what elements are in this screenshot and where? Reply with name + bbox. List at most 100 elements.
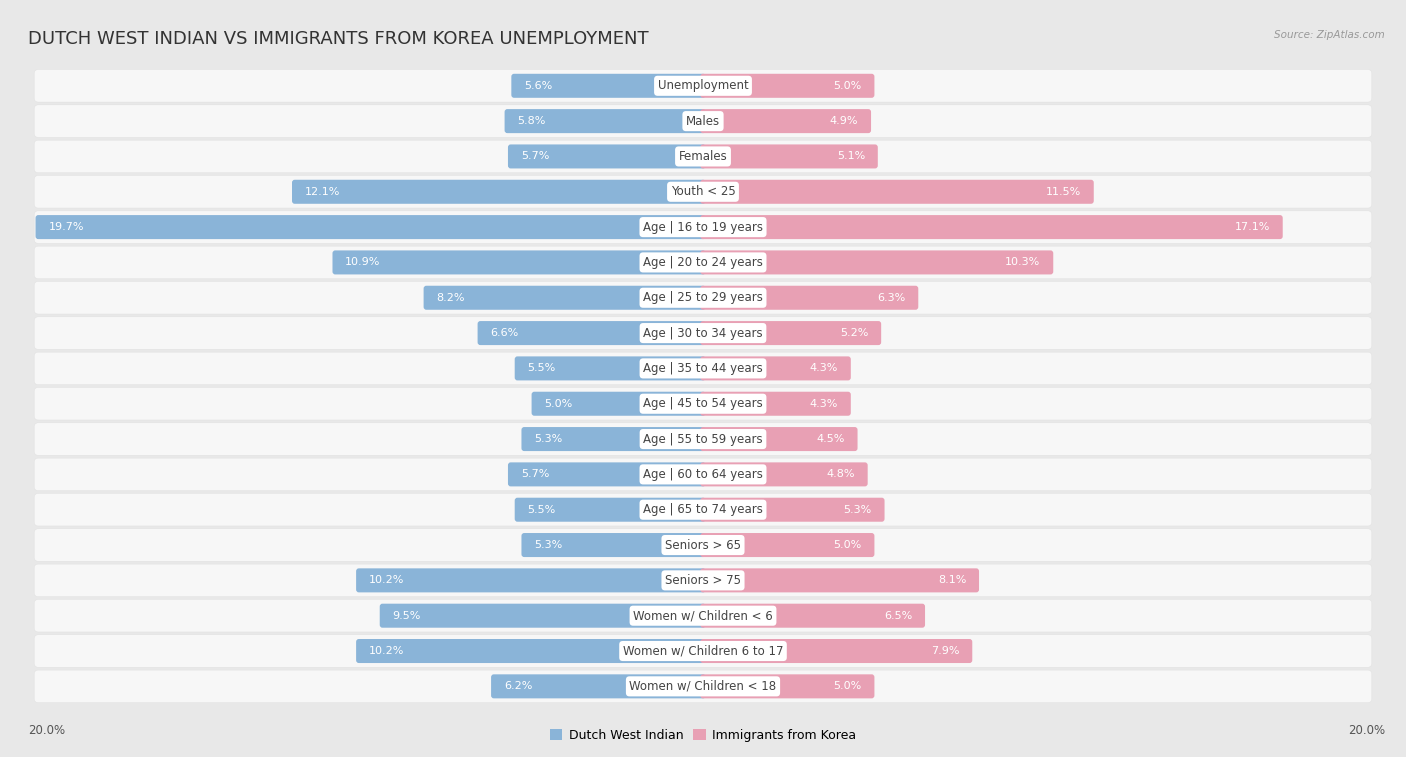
Text: 5.8%: 5.8%: [517, 116, 546, 126]
FancyBboxPatch shape: [356, 639, 706, 663]
Text: 7.9%: 7.9%: [931, 646, 959, 656]
FancyBboxPatch shape: [700, 251, 1053, 275]
FancyBboxPatch shape: [700, 569, 979, 593]
Text: 19.7%: 19.7%: [48, 222, 84, 232]
Text: 5.6%: 5.6%: [524, 81, 553, 91]
Text: 17.1%: 17.1%: [1234, 222, 1270, 232]
FancyBboxPatch shape: [292, 179, 706, 204]
FancyBboxPatch shape: [34, 458, 1372, 491]
Text: 12.1%: 12.1%: [305, 187, 340, 197]
FancyBboxPatch shape: [34, 246, 1372, 279]
Text: Age | 65 to 74 years: Age | 65 to 74 years: [643, 503, 763, 516]
FancyBboxPatch shape: [34, 317, 1372, 349]
FancyBboxPatch shape: [34, 140, 1372, 173]
Text: Age | 25 to 29 years: Age | 25 to 29 years: [643, 291, 763, 304]
FancyBboxPatch shape: [700, 674, 875, 699]
Text: 8.2%: 8.2%: [436, 293, 465, 303]
FancyBboxPatch shape: [34, 388, 1372, 420]
FancyBboxPatch shape: [508, 463, 706, 487]
Text: 5.0%: 5.0%: [834, 540, 862, 550]
Text: Age | 16 to 19 years: Age | 16 to 19 years: [643, 220, 763, 234]
FancyBboxPatch shape: [515, 497, 706, 522]
Text: 9.5%: 9.5%: [392, 611, 420, 621]
FancyBboxPatch shape: [491, 674, 706, 699]
FancyBboxPatch shape: [34, 70, 1372, 102]
FancyBboxPatch shape: [34, 176, 1372, 208]
Text: 10.9%: 10.9%: [346, 257, 381, 267]
Text: Males: Males: [686, 114, 720, 128]
Text: 5.7%: 5.7%: [520, 151, 550, 161]
Text: 8.1%: 8.1%: [938, 575, 966, 585]
Text: 10.2%: 10.2%: [368, 646, 405, 656]
Text: 11.5%: 11.5%: [1046, 187, 1081, 197]
Text: 5.5%: 5.5%: [527, 505, 555, 515]
FancyBboxPatch shape: [700, 639, 973, 663]
FancyBboxPatch shape: [34, 529, 1372, 561]
FancyBboxPatch shape: [478, 321, 706, 345]
FancyBboxPatch shape: [508, 145, 706, 169]
Text: Women w/ Children < 18: Women w/ Children < 18: [630, 680, 776, 693]
Text: 20.0%: 20.0%: [1348, 724, 1385, 737]
Text: Seniors > 75: Seniors > 75: [665, 574, 741, 587]
FancyBboxPatch shape: [522, 533, 706, 557]
Text: Unemployment: Unemployment: [658, 79, 748, 92]
FancyBboxPatch shape: [505, 109, 706, 133]
Text: Women w/ Children 6 to 17: Women w/ Children 6 to 17: [623, 644, 783, 658]
Text: Females: Females: [679, 150, 727, 163]
Text: 5.5%: 5.5%: [527, 363, 555, 373]
Text: 6.2%: 6.2%: [503, 681, 533, 691]
Text: 6.5%: 6.5%: [884, 611, 912, 621]
FancyBboxPatch shape: [34, 282, 1372, 314]
Text: Source: ZipAtlas.com: Source: ZipAtlas.com: [1274, 30, 1385, 40]
Text: 10.2%: 10.2%: [368, 575, 405, 585]
Text: DUTCH WEST INDIAN VS IMMIGRANTS FROM KOREA UNEMPLOYMENT: DUTCH WEST INDIAN VS IMMIGRANTS FROM KOR…: [28, 30, 648, 48]
Text: 10.3%: 10.3%: [1005, 257, 1040, 267]
FancyBboxPatch shape: [700, 321, 882, 345]
FancyBboxPatch shape: [700, 73, 875, 98]
Text: Youth < 25: Youth < 25: [671, 185, 735, 198]
FancyBboxPatch shape: [700, 497, 884, 522]
Text: Age | 45 to 54 years: Age | 45 to 54 years: [643, 397, 763, 410]
Text: Women w/ Children < 6: Women w/ Children < 6: [633, 609, 773, 622]
FancyBboxPatch shape: [700, 215, 1282, 239]
Text: 5.1%: 5.1%: [837, 151, 865, 161]
Text: 5.0%: 5.0%: [834, 681, 862, 691]
FancyBboxPatch shape: [700, 145, 877, 169]
FancyBboxPatch shape: [34, 635, 1372, 667]
FancyBboxPatch shape: [423, 285, 706, 310]
FancyBboxPatch shape: [34, 211, 1372, 243]
FancyBboxPatch shape: [356, 569, 706, 593]
Text: Age | 35 to 44 years: Age | 35 to 44 years: [643, 362, 763, 375]
FancyBboxPatch shape: [34, 105, 1372, 137]
Text: 4.3%: 4.3%: [810, 363, 838, 373]
FancyBboxPatch shape: [531, 391, 706, 416]
Text: 6.6%: 6.6%: [491, 328, 519, 338]
Text: Age | 30 to 34 years: Age | 30 to 34 years: [643, 326, 763, 340]
Text: Age | 60 to 64 years: Age | 60 to 64 years: [643, 468, 763, 481]
Text: Seniors > 65: Seniors > 65: [665, 538, 741, 552]
FancyBboxPatch shape: [700, 357, 851, 381]
FancyBboxPatch shape: [34, 352, 1372, 385]
Text: 5.7%: 5.7%: [520, 469, 550, 479]
Text: Age | 20 to 24 years: Age | 20 to 24 years: [643, 256, 763, 269]
FancyBboxPatch shape: [34, 423, 1372, 455]
FancyBboxPatch shape: [515, 357, 706, 381]
FancyBboxPatch shape: [332, 251, 706, 275]
Legend: Dutch West Indian, Immigrants from Korea: Dutch West Indian, Immigrants from Korea: [546, 724, 860, 747]
FancyBboxPatch shape: [380, 603, 706, 628]
Text: 20.0%: 20.0%: [28, 724, 65, 737]
FancyBboxPatch shape: [700, 179, 1094, 204]
Text: 5.3%: 5.3%: [534, 434, 562, 444]
FancyBboxPatch shape: [522, 427, 706, 451]
FancyBboxPatch shape: [700, 427, 858, 451]
Text: 4.9%: 4.9%: [830, 116, 858, 126]
Text: 5.0%: 5.0%: [544, 399, 572, 409]
FancyBboxPatch shape: [34, 670, 1372, 702]
FancyBboxPatch shape: [512, 73, 706, 98]
FancyBboxPatch shape: [34, 600, 1372, 632]
FancyBboxPatch shape: [34, 564, 1372, 597]
Text: 4.8%: 4.8%: [827, 469, 855, 479]
FancyBboxPatch shape: [34, 494, 1372, 526]
FancyBboxPatch shape: [700, 285, 918, 310]
Text: 5.2%: 5.2%: [839, 328, 869, 338]
